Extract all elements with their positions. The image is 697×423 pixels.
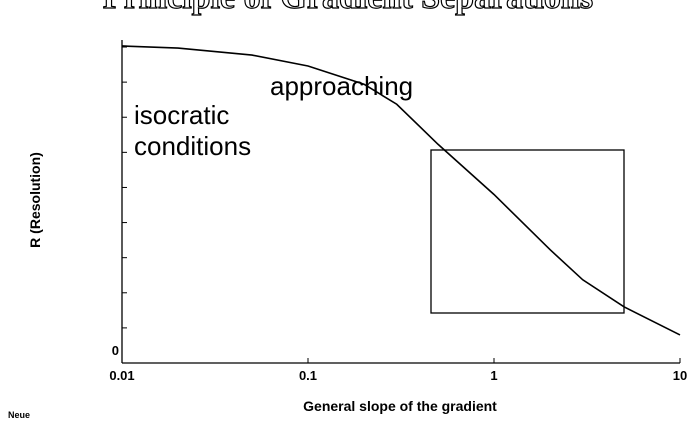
x-tick-label: 10 xyxy=(673,368,687,383)
y-tick-label: 0 xyxy=(112,343,119,358)
x-axis-label: General slope of the gradient xyxy=(303,398,497,414)
annotation: conditions xyxy=(134,131,251,161)
highlight-box xyxy=(430,149,625,314)
x-tick-label: 1 xyxy=(490,368,497,383)
annotation: isocratic xyxy=(134,100,229,130)
chart-title: Principle of Gradient Separations xyxy=(103,0,593,16)
y-axis-label: R (Resolution) xyxy=(27,152,43,248)
line xyxy=(121,45,681,336)
annotation: approaching xyxy=(270,71,413,101)
x-tick-label: 0.1 xyxy=(299,368,317,383)
footnote: Neue xyxy=(8,410,30,420)
x-tick-label: 0.01 xyxy=(109,368,134,383)
